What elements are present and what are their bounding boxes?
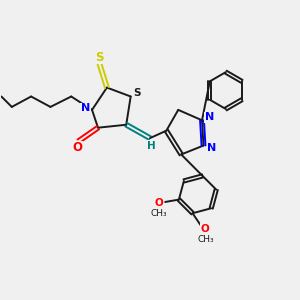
Text: S: S (95, 51, 104, 64)
Text: O: O (155, 198, 164, 208)
Text: S: S (134, 88, 141, 98)
Text: CH₃: CH₃ (197, 236, 214, 244)
Text: O: O (72, 141, 82, 154)
Text: N: N (205, 112, 214, 122)
Text: N: N (207, 143, 216, 153)
Text: N: N (81, 103, 90, 113)
Text: O: O (201, 224, 210, 234)
Text: CH₃: CH₃ (151, 209, 168, 218)
Text: H: H (147, 140, 156, 151)
